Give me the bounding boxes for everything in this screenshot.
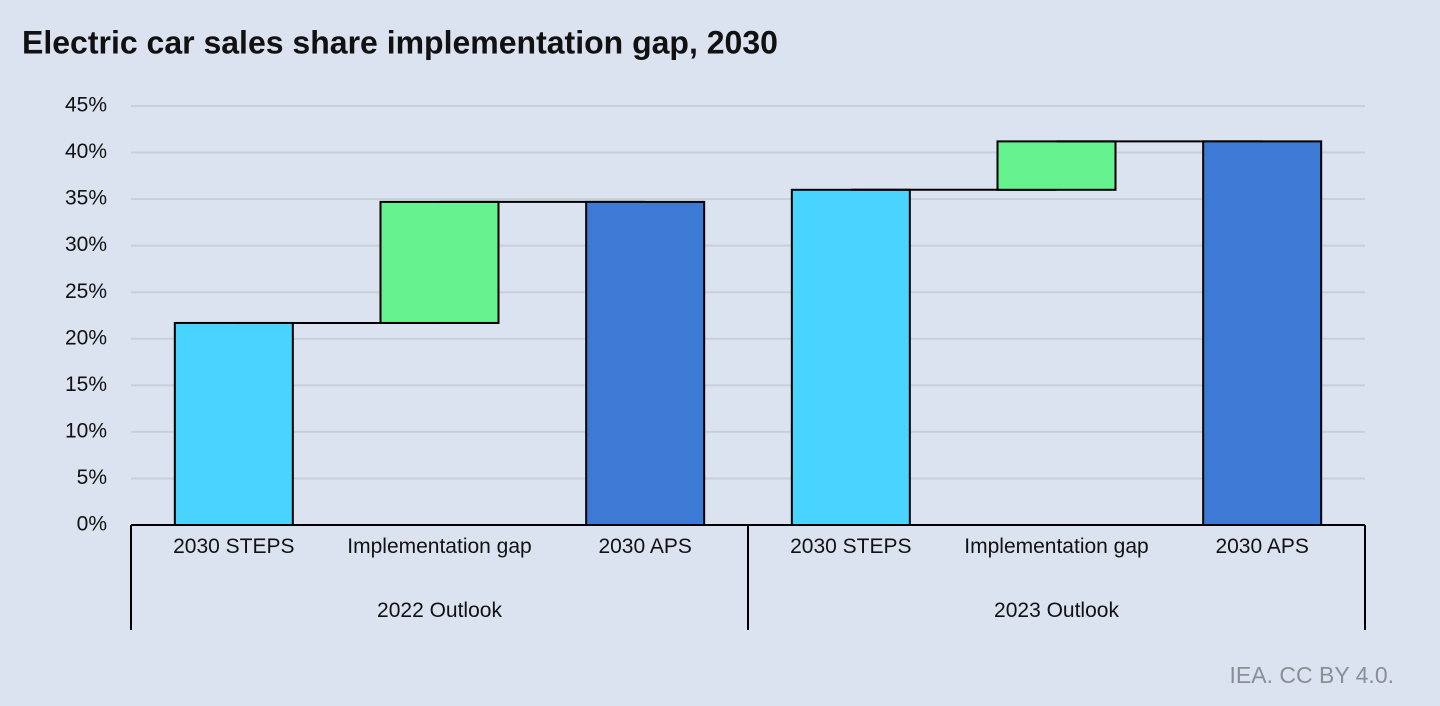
y-tick-label: 40% xyxy=(65,140,107,163)
y-tick-label: 35% xyxy=(65,187,107,210)
group-label: 2022 Outlook xyxy=(377,599,502,622)
y-tick-label: 10% xyxy=(65,419,107,442)
bar xyxy=(173,321,294,526)
y-tick-label: 25% xyxy=(65,280,107,303)
x-tick-label: 2030 APS xyxy=(598,535,692,558)
bar xyxy=(790,188,911,527)
bar xyxy=(1202,140,1323,526)
bar xyxy=(379,200,500,324)
source: IEA. CC BY 4.0. xyxy=(1230,662,1394,688)
bar xyxy=(996,140,1117,191)
y-tick-label: 20% xyxy=(65,326,107,349)
chart-title: Electric car sales share implementation … xyxy=(22,24,778,60)
bar xyxy=(585,200,706,526)
y-tick-label: 45% xyxy=(65,94,107,117)
group-label: 2023 Outlook xyxy=(994,599,1119,622)
y-tick-label: 0% xyxy=(77,513,107,536)
x-tick-label: 2030 APS xyxy=(1215,535,1309,558)
x-tick-label: 2030 STEPS xyxy=(173,535,295,558)
y-tick-label: 15% xyxy=(65,373,107,396)
y-tick-label: 5% xyxy=(77,466,107,489)
x-tick-label: 2030 STEPS xyxy=(790,535,912,558)
y-tick-label: 30% xyxy=(65,233,107,256)
x-tick-label: Implementation gap xyxy=(964,535,1149,558)
x-tick-label: Implementation gap xyxy=(347,535,532,558)
